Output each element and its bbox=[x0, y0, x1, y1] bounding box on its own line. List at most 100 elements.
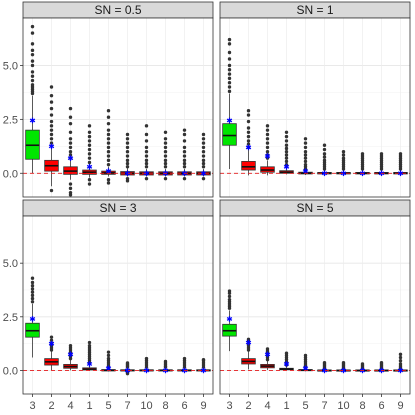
mean-marker-stroke bbox=[397, 171, 404, 176]
outlier-point bbox=[246, 113, 251, 117]
outlier-point bbox=[284, 150, 289, 154]
x-tick-label: 8 bbox=[162, 400, 168, 412]
outlier-point bbox=[49, 128, 54, 132]
outlier-point bbox=[144, 165, 149, 169]
mean-marker-stroke bbox=[143, 368, 150, 373]
outlier-point bbox=[227, 57, 232, 61]
outlier-point bbox=[265, 150, 270, 154]
x-tick-label: 2 bbox=[48, 400, 54, 412]
outlier-point bbox=[182, 356, 187, 361]
mean-marker bbox=[67, 351, 74, 358]
x-tick-label: 4 bbox=[264, 400, 270, 412]
outlier-point bbox=[201, 132, 206, 137]
outlier-point bbox=[106, 181, 111, 185]
outlier-point bbox=[106, 178, 111, 182]
outlier-point bbox=[49, 132, 54, 137]
outlier-point bbox=[68, 115, 73, 119]
outlier-point bbox=[201, 165, 206, 169]
box-iqr bbox=[241, 161, 256, 171]
outlier-point bbox=[144, 158, 149, 163]
outlier-point bbox=[68, 137, 73, 141]
mean-marker-stroke bbox=[340, 171, 347, 176]
outlier-point bbox=[163, 130, 168, 135]
outlier-point bbox=[246, 119, 251, 124]
box-5 bbox=[101, 109, 116, 185]
outlier-point bbox=[49, 100, 54, 104]
outlier-point bbox=[30, 83, 35, 87]
outlier-point bbox=[303, 137, 308, 141]
panel-border bbox=[219, 215, 411, 395]
outlier-point bbox=[182, 158, 187, 163]
outlier-point bbox=[303, 141, 308, 145]
x-tick-label: 8 bbox=[359, 400, 365, 412]
outlier-point bbox=[284, 146, 289, 151]
outlier-point bbox=[49, 141, 54, 145]
outlier-point bbox=[49, 85, 54, 89]
outlier-point bbox=[30, 74, 35, 78]
facet-panel: SN = 0.5 0.0 2.5 5.0 bbox=[3, 1, 214, 198]
outlier-point bbox=[106, 162, 111, 167]
outlier-point bbox=[227, 63, 232, 68]
outlier-point bbox=[182, 165, 187, 169]
outlier-point bbox=[227, 68, 232, 72]
outlier-point bbox=[125, 141, 130, 145]
outlier-point bbox=[201, 145, 206, 150]
mean-marker bbox=[200, 367, 207, 374]
outlier-point bbox=[87, 139, 92, 143]
mean-marker bbox=[67, 155, 74, 161]
mean-marker bbox=[226, 117, 233, 124]
outlier-point bbox=[303, 159, 308, 164]
outlier-point bbox=[30, 24, 35, 29]
outlier-point bbox=[106, 158, 111, 163]
outlier-point bbox=[87, 130, 92, 135]
outlier-point bbox=[144, 150, 149, 154]
x-tick-label: 7 bbox=[321, 400, 327, 412]
outlier-point bbox=[227, 297, 232, 302]
outlier-point bbox=[106, 128, 111, 132]
mean-marker-stroke bbox=[245, 145, 252, 150]
outlier-point bbox=[201, 161, 206, 166]
mean-marker-stroke bbox=[200, 171, 207, 176]
outlier-point bbox=[246, 109, 251, 113]
outlier-point bbox=[322, 147, 327, 152]
mean-marker bbox=[29, 117, 36, 124]
facet-strip-label: SN = 1 bbox=[296, 3, 333, 17]
outlier-point bbox=[106, 350, 111, 354]
x-tick-label: 7 bbox=[124, 400, 130, 412]
outlier-point bbox=[227, 42, 232, 46]
outlier-point bbox=[163, 165, 168, 169]
outlier-point bbox=[30, 78, 35, 83]
outlier-point bbox=[144, 356, 149, 361]
mean-marker-stroke bbox=[29, 118, 36, 123]
outlier-point bbox=[265, 124, 270, 128]
outlier-point bbox=[30, 52, 35, 57]
outlier-point bbox=[265, 145, 270, 150]
outlier-point bbox=[30, 293, 35, 298]
outlier-point bbox=[398, 362, 403, 366]
x-tick-label: 9 bbox=[397, 400, 403, 412]
panel-border bbox=[22, 17, 214, 198]
outlier-point bbox=[341, 150, 346, 154]
facet-panel: SN = 1 bbox=[219, 1, 411, 198]
x-tick-label: 3 bbox=[29, 400, 35, 412]
mean-marker-stroke bbox=[321, 171, 328, 176]
outlier-point bbox=[49, 137, 54, 141]
outlier-point bbox=[246, 337, 251, 342]
outlier-point bbox=[163, 145, 168, 150]
outlier-point bbox=[201, 158, 206, 163]
outlier-point bbox=[246, 139, 251, 143]
outlier-point bbox=[398, 359, 403, 363]
outlier-point bbox=[182, 132, 187, 137]
mean-marker bbox=[86, 164, 93, 170]
y-tick-label: 5.0 bbox=[3, 258, 18, 270]
outlier-point bbox=[303, 156, 308, 160]
outlier-point bbox=[284, 130, 289, 135]
outlier-point bbox=[30, 296, 35, 301]
outlier-point bbox=[87, 143, 92, 147]
mean-marker bbox=[321, 170, 328, 177]
outlier-point bbox=[125, 179, 130, 183]
x-tick-label: 5 bbox=[105, 400, 111, 412]
mean-marker-stroke bbox=[264, 352, 271, 357]
outlier-point bbox=[125, 158, 130, 163]
outlier-point bbox=[125, 132, 130, 137]
